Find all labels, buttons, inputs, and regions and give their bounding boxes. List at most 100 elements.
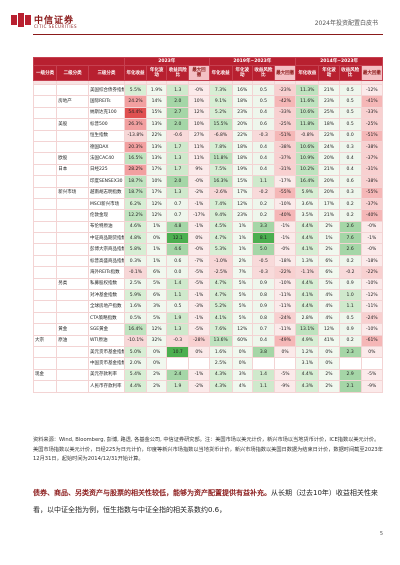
table-cell: -28% [188, 334, 210, 348]
table-cell [338, 357, 362, 370]
table-cell: -25% [360, 118, 384, 131]
table-cell: -11% [274, 300, 297, 313]
table-cell: 5.0 [251, 243, 276, 256]
table-cell: -37% [360, 152, 384, 165]
table-cell: 2.6 [338, 220, 362, 234]
table-cell: -1% [188, 368, 210, 382]
column-header: 年化收益 [208, 65, 233, 81]
table-cell: 20% [318, 152, 340, 165]
table-row: 美国综合债券指数 5.5% 1.9% 1.3 -0% 7.3% 16% 0.5 -23% 11.3… [32, 83, 384, 97]
table-cell: -31% [360, 163, 384, 177]
table-body: 美国综合债券指数 5.5% 1.9% 1.3 -0% 7.3% 16% 0.5 -23% 11.3… [32, 80, 384, 393]
row-label-cell [32, 254, 58, 268]
table-cell: 3% [231, 368, 253, 382]
table-cell: 10.7 [166, 345, 190, 359]
table-cell: 2% [146, 380, 168, 393]
table-cell: 0.3% [123, 254, 148, 268]
table-cell: 0.0 [338, 129, 362, 142]
row-label-cell: WTI原油 [87, 334, 125, 348]
table-cell: -37% [274, 152, 297, 165]
table-cell: 4% [318, 300, 340, 313]
table-cell: 4.3% [208, 368, 233, 382]
table-cell: 10.2% [295, 163, 320, 177]
table-cell: 16% [231, 83, 253, 97]
table-cell: 1.9% [146, 83, 168, 97]
table-cell: 10.6% [295, 140, 320, 154]
table-cell: -55% [274, 186, 297, 199]
table-cell: 11.6% [295, 95, 320, 108]
table-cell: -0.3 [166, 334, 190, 348]
row-label-cell [32, 140, 58, 154]
table-cell: 32% [146, 334, 168, 348]
table-cell: -2% [188, 380, 210, 393]
table-cell: -2.5% [208, 266, 233, 279]
row-label-cell [56, 243, 89, 256]
table-cell [274, 357, 297, 370]
row-label-cell: 纳斯达克100 [87, 106, 125, 120]
table-cell: -0% [188, 243, 210, 256]
table-cell: 0% [318, 345, 340, 359]
table-cell: 1% [146, 220, 168, 234]
column-header: 一级分类 [32, 65, 58, 81]
row-label-cell: 私募股权指数 [87, 277, 125, 291]
row-label-cell: 法国CAC40 [87, 152, 125, 165]
row-label-cell [56, 209, 89, 222]
table-cell: 16.4% [123, 323, 148, 336]
table-cell: 0.5 [251, 83, 276, 97]
table-cell: 4% [318, 311, 340, 325]
table-cell: 2.0% [123, 357, 148, 370]
table-cell: -17% [188, 209, 210, 222]
table-cell: -1% [188, 197, 210, 211]
row-label-cell [56, 380, 89, 393]
row-label-cell [56, 254, 89, 268]
table-cell: 0.5 [338, 118, 362, 131]
table-cell: 1.7 [166, 140, 190, 154]
table-cell: -0.6 [166, 129, 190, 142]
table-cell: 1.3 [166, 323, 190, 336]
table-cell: 6% [318, 254, 340, 268]
table-cell: 5% [146, 311, 168, 325]
table-cell: 2.5% [208, 357, 233, 370]
table-cell: -38% [360, 140, 384, 154]
table-row: 德国DAX 20.3% 13% 1.7 11% 7.8% 18% 0.4 -38% 10.6% 24… [32, 140, 384, 154]
table-cell: -13.8% [123, 129, 148, 142]
table-cell: 60% [231, 334, 253, 348]
table-cell: 3.8 [251, 345, 276, 359]
table-cell: 12% [318, 323, 340, 336]
table-cell: 1.6% [123, 300, 148, 313]
table-row: 中国货币基金指数 2.0% 0% 2.5% 0% 3.1% 0% [32, 357, 384, 370]
row-label-cell: 全球房地产指数 [87, 300, 125, 313]
table-cell: 0% [318, 357, 340, 370]
table-row: 人民币存款利率 4.4% 2% 1.9 -2% 4.3% 4% 1.1 -9% 4.3% 2% 2.1… [32, 380, 384, 393]
table-cell: 0.4 [251, 163, 276, 177]
table-cell: -41% [360, 95, 384, 108]
body-paragraph: 债券、商品、另类资产与股票的相关性较低，能够为资产配置提供有益补充。从长期（过去… [33, 485, 385, 519]
table-cell: 12% [146, 197, 168, 211]
table-cell: 4.7% [208, 277, 233, 291]
table-cell: 1.1 [166, 289, 190, 302]
table-cell: 14% [146, 95, 168, 108]
table-cell: 0.4 [251, 106, 276, 120]
table-cell: 4.4% [295, 300, 320, 313]
row-label-cell [56, 106, 89, 120]
table-cell: -0% [360, 220, 384, 234]
blank-header [33, 57, 125, 66]
table-cell: 20.3% [123, 140, 148, 154]
table-cell: 1.1 [251, 380, 276, 393]
row-label-cell: 黄金 [56, 323, 89, 336]
row-label-cell: 美股 [56, 118, 89, 131]
table-cell: 17% [146, 163, 168, 177]
row-label-cell: MSCI新兴市场 [87, 197, 125, 211]
table-cell: 0% [360, 345, 384, 359]
table-cell: 7.5% [208, 163, 233, 177]
table-cell: 4.3% [295, 380, 320, 393]
table-cell: 0.4 [251, 140, 276, 154]
row-label-cell [56, 289, 89, 302]
table-cell: -1% [360, 232, 384, 245]
table-cell: 0.6 [166, 254, 190, 268]
table-cell: 0.0 [166, 266, 190, 279]
table-cell: 15.5% [208, 118, 233, 131]
table-cell: 8.1 [251, 232, 276, 245]
row-label-cell [56, 345, 89, 359]
table-cell: 0% [274, 345, 297, 359]
